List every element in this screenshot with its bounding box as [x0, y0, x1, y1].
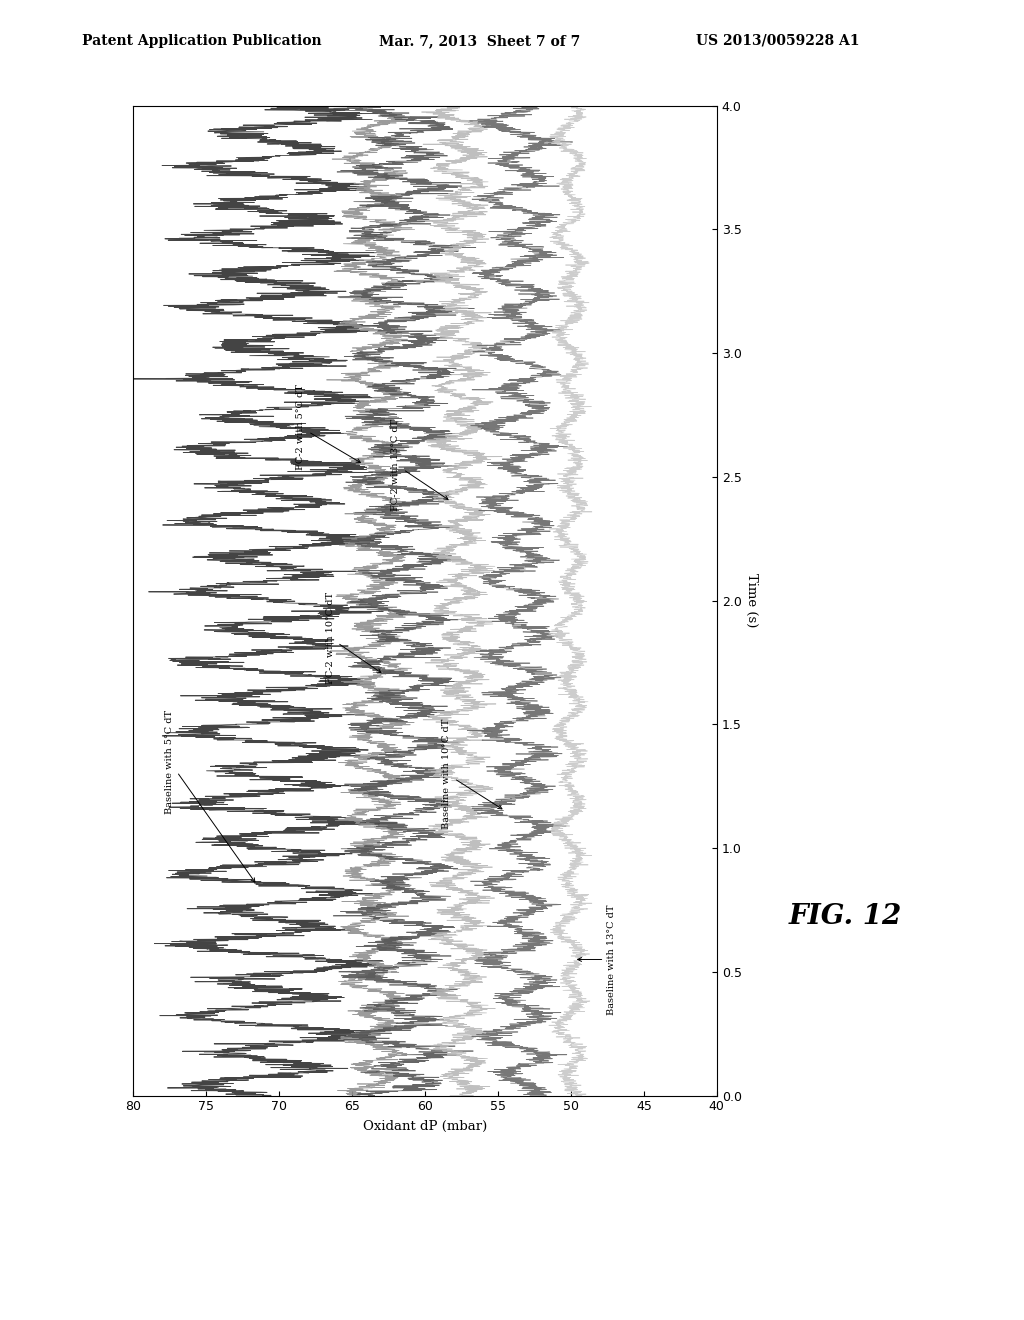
- Text: FC-2 with 10°C dT: FC-2 with 10°C dT: [326, 591, 381, 684]
- Text: Patent Application Publication: Patent Application Publication: [82, 34, 322, 48]
- Text: FIG. 12: FIG. 12: [788, 903, 902, 931]
- Text: Mar. 7, 2013  Sheet 7 of 7: Mar. 7, 2013 Sheet 7 of 7: [379, 34, 581, 48]
- Text: FC-2 with 5°C dT: FC-2 with 5°C dT: [296, 384, 360, 470]
- Y-axis label: Time (s): Time (s): [745, 573, 759, 628]
- Text: Baseline with 10°C dT: Baseline with 10°C dT: [442, 718, 502, 829]
- Text: FC-2 with 13°C dT: FC-2 with 13°C dT: [391, 418, 449, 511]
- Text: US 2013/0059228 A1: US 2013/0059228 A1: [696, 34, 860, 48]
- Text: Baseline with 5°C dT: Baseline with 5°C dT: [165, 709, 255, 882]
- Text: Baseline with 13°C dT: Baseline with 13°C dT: [578, 904, 616, 1015]
- X-axis label: Oxidant dP (mbar): Oxidant dP (mbar): [362, 1121, 487, 1134]
